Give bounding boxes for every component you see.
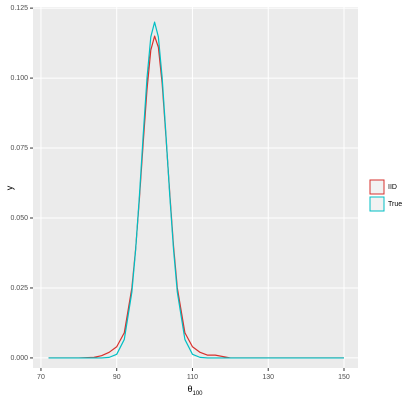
y-tick-label: 0.100 <box>10 75 28 82</box>
legend-label: IID <box>388 184 397 191</box>
x-title-sub: 100 <box>193 391 204 397</box>
x-tick-label: 110 <box>187 374 198 381</box>
y-tick-label: 0.000 <box>10 355 28 362</box>
x-tick-label: 150 <box>338 374 350 381</box>
x-tick-label: 130 <box>262 374 274 381</box>
x-tick-label: 90 <box>113 374 121 381</box>
panel <box>33 7 358 368</box>
y-axis-title: y <box>4 185 14 190</box>
y-tick-label: 0.075 <box>10 145 28 152</box>
x-tick-label: 70 <box>37 374 45 381</box>
density-line <box>48 35 344 359</box>
legend-key <box>369 196 385 212</box>
y-tick-label: 0.050 <box>10 215 28 222</box>
legend-key <box>369 179 385 195</box>
density-line <box>48 21 344 359</box>
x-axis-title: θ100 <box>187 384 203 396</box>
legend-label: True <box>388 201 402 208</box>
x-title-main: θ <box>187 384 192 394</box>
y-tick-label: 0.125 <box>10 5 28 12</box>
y-tick-label: 0.025 <box>10 285 28 292</box>
